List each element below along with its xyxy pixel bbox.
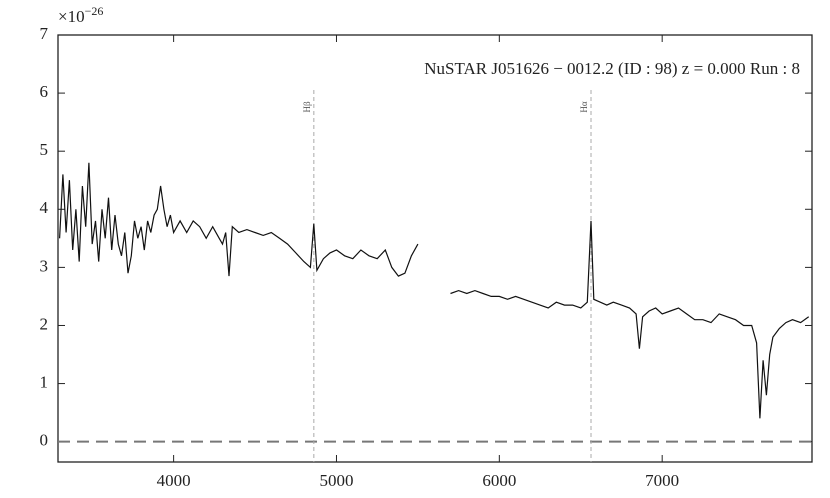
plot-frame [57,34,813,463]
y-tick-label: 7 [40,24,49,43]
x-tick-label: 7000 [645,471,679,490]
y-tick-label: 5 [40,140,49,159]
y-multiplier: ×10−26 [58,4,103,26]
y-tick-label: 4 [40,198,49,217]
emission-line-label: Hβ [302,101,312,112]
y-tick-label: 1 [40,372,49,391]
x-tick-label: 6000 [482,471,516,490]
y-tick-label: 2 [40,314,49,333]
chart-title: NuSTAR J051626 − 0012.2 (ID : 98) z = 0.… [424,59,800,78]
y-tick-label: 6 [40,82,49,101]
emission-line-label: Hα [579,101,589,112]
spectrum-line [59,162,810,419]
y-tick-label: 0 [40,431,49,450]
x-tick-label: 4000 [157,471,191,490]
y-tick-label: 3 [40,256,49,275]
x-tick-label: 5000 [319,471,353,490]
